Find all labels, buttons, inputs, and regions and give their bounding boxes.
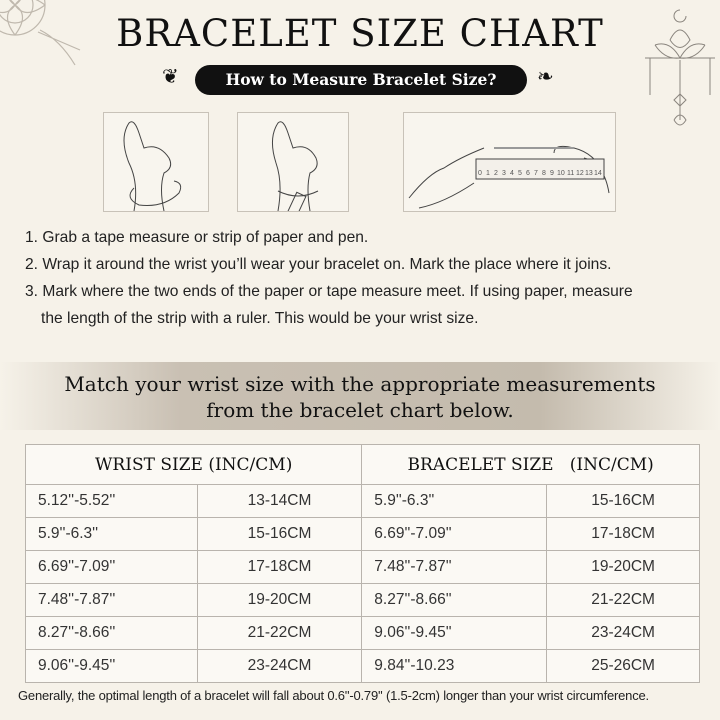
- footnote: Generally, the optimal length of a brace…: [18, 688, 649, 703]
- table-row: 8.27''-8.66'' 21-22CM 9.06''-9.45'' 23-24CM: [25, 616, 700, 650]
- ruler-label: 1: [486, 170, 490, 177]
- table-header-row: WRIST SIZE (INC/CM) BRACELET SIZE (INC/C…: [24, 444, 700, 485]
- ruler-label: 9: [550, 170, 554, 177]
- mandala-ornament-icon: [0, 0, 81, 66]
- table-row: 7.48''-7.87'' 19-20CM 8.27''-8.66'' 21-22CM: [25, 583, 700, 617]
- banner-line-1: Match your wrist size with the appropria…: [64, 372, 656, 396]
- ruler-label: 2: [494, 170, 498, 177]
- ruler-label: 0: [478, 170, 482, 177]
- ruler-label: 7: [534, 170, 538, 177]
- ruler-label: 4: [510, 170, 514, 177]
- illustration-mark-pen: [237, 112, 349, 225]
- step-1: 1. Grab a tape measure or strip of paper…: [25, 229, 369, 246]
- ruler-label: 10: [557, 170, 565, 177]
- how-to-measure-label: How to Measure Bracelet Size?: [195, 65, 527, 95]
- wrist-cm-cell: 21-22CM: [196, 616, 363, 650]
- wrist-inch-cell: 8.27''-8.66'': [25, 616, 198, 650]
- wrist-inch-cell: 9.06''-9.45'': [25, 649, 198, 683]
- bracelet-cm-cell: 23-24CM: [546, 616, 700, 650]
- ruler-label: 6: [526, 170, 530, 177]
- step-3-continued: the length of the strip with a ruler. Th…: [41, 310, 479, 327]
- wrist-inch-cell: 5.9''-6.3'': [25, 517, 198, 551]
- illustration-ruler-measure: 0 1 2 3 4 5 6 7 8 9 10 11 12 13 14: [403, 112, 616, 212]
- size-chart-table: WRIST SIZE (INC/CM) BRACELET SIZE (INC/C…: [24, 444, 700, 683]
- ruler-label: 14: [594, 170, 602, 177]
- flourish-right-icon: ❧: [537, 66, 554, 88]
- ruler-label: 11: [567, 170, 574, 177]
- instruction-steps: 1. Grab a tape measure or strip of paper…: [25, 224, 633, 332]
- step-2: 2. Wrap it around the wrist you’ll wear …: [25, 256, 612, 273]
- wrist-cm-cell: 15-16CM: [196, 517, 363, 551]
- bracelet-size-header: BRACELET SIZE (INC/CM): [361, 444, 700, 485]
- table-row: 6.69''-7.09'' 17-18CM 7.48''-7.87'' 19-20CM: [25, 550, 700, 584]
- wrist-inch-cell: 5.12''-5.52'': [25, 484, 198, 518]
- bracelet-cm-cell: 15-16CM: [546, 484, 700, 518]
- table-row: 5.12''-5.52'' 13-14CM 5.9''-6.3'' 15-16CM: [25, 484, 700, 518]
- ruler-label: 3: [502, 170, 506, 177]
- bracelet-cm-cell: 21-22CM: [546, 583, 700, 617]
- illustration-wrap-wrist: [103, 112, 209, 212]
- hand-tape-icon: [123, 121, 182, 212]
- step-3: 3. Mark where the two ends of the paper …: [25, 283, 633, 300]
- bracelet-inch-cell: 5.9''-6.3'': [361, 484, 548, 518]
- page-title: BRACELET SIZE CHART: [116, 12, 604, 55]
- bracelet-inch-cell: 6.69''-7.09'': [361, 517, 548, 551]
- wrist-cm-cell: 19-20CM: [196, 583, 363, 617]
- lotus-ornament-icon: [645, 9, 715, 126]
- ruler-label: 5: [518, 170, 522, 177]
- bracelet-inch-cell: 9.06''-9.45'': [361, 616, 548, 650]
- flourish-left-icon: ❦: [162, 66, 179, 88]
- bracelet-inch-cell: 7.48''-7.87'': [361, 550, 548, 584]
- bracelet-cm-cell: 17-18CM: [546, 517, 700, 551]
- wrist-cm-cell: 17-18CM: [196, 550, 363, 584]
- ruler-label: 12: [576, 170, 584, 177]
- ruler-label: 13: [585, 170, 593, 177]
- bracelet-inch-cell: 9.84''-10.23: [361, 649, 548, 683]
- match-banner: Match your wrist size with the appropria…: [0, 362, 720, 430]
- wrist-cm-cell: 23-24CM: [196, 649, 363, 683]
- ruler-label: 8: [542, 170, 546, 177]
- bracelet-cm-cell: 25-26CM: [546, 649, 700, 683]
- table-row: 9.06''-9.45'' 23-24CM 9.84''-10.23 25-26CM: [25, 649, 700, 683]
- banner-line-2: from the bracelet chart below.: [206, 398, 514, 422]
- wrist-cm-cell: 13-14CM: [196, 484, 363, 518]
- ruler-icon: 0 1 2 3 4 5 6 7 8 9 10 11 12 13 14: [408, 145, 610, 209]
- wrist-size-header: WRIST SIZE (INC/CM): [24, 444, 363, 485]
- wrist-inch-cell: 6.69''-7.09'': [25, 550, 198, 584]
- bracelet-cm-cell: 19-20CM: [546, 550, 700, 584]
- wrist-inch-cell: 7.48''-7.87'': [25, 583, 198, 617]
- table-row: 5.9''-6.3'' 15-16CM 6.69''-7.09'' 17-18CM: [25, 517, 700, 551]
- bracelet-inch-cell: 8.27''-8.66'': [361, 583, 548, 617]
- hand-pen-icon: [272, 121, 319, 225]
